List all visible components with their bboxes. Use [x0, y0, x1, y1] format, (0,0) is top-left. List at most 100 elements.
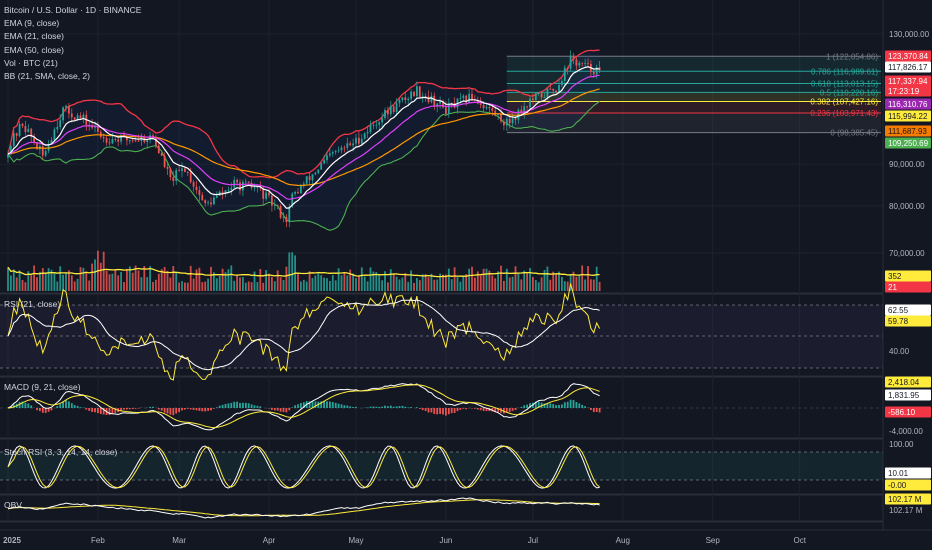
candle-body	[247, 181, 250, 183]
macd-histogram-bar	[572, 399, 575, 408]
candle-body	[282, 216, 285, 218]
macd-histogram-bar	[152, 406, 154, 408]
volume-bar	[355, 278, 357, 291]
candle-body	[244, 181, 247, 183]
legend-bollinger[interactable]: BB (21, SMA, close, 2)	[4, 71, 90, 82]
legend-volume[interactable]: Vol · BTC (21)	[4, 57, 58, 68]
volume-bar	[62, 274, 64, 291]
volume-bar	[505, 268, 508, 291]
price-badge-bg	[885, 98, 931, 110]
rsi-pane	[0, 283, 883, 381]
indicator-badge-bg	[885, 493, 931, 505]
ema50-line	[7, 88, 600, 187]
indicator-badge: 1,831.95	[885, 389, 931, 401]
macd-histogram-bar	[172, 408, 175, 416]
legend-ema9[interactable]: EMA (9, close)	[4, 18, 60, 29]
volume-bar	[172, 266, 175, 291]
volume-bar	[474, 277, 476, 291]
volume-bar	[433, 279, 436, 291]
volume-bar	[500, 265, 502, 291]
candle-body	[366, 131, 369, 134]
volume-bar	[482, 268, 485, 291]
time-axis[interactable]: 2025 Feb Mar Apr May Jun Jul Aug Sep Oct	[0, 529, 932, 550]
macd-histogram-bar	[590, 408, 592, 411]
macd-histogram-bar	[36, 408, 38, 411]
volume-bar	[459, 281, 462, 291]
indicator-badge: 102.17 M	[885, 493, 931, 505]
volume-bar	[410, 270, 412, 291]
legend-ema50[interactable]: EMA (50, close)	[4, 44, 64, 55]
indicator-badge-bg	[885, 479, 931, 491]
stoch-pane-title[interactable]: Stoch RSI (3, 3, 14, 14, close)	[4, 447, 118, 457]
indicator-badge-text: 2,418.04	[888, 378, 920, 387]
volume-badge-bg	[885, 270, 931, 282]
candle-body	[62, 107, 64, 121]
candle-body	[195, 186, 198, 191]
macd-histogram-bar	[476, 408, 479, 410]
candle-body	[488, 107, 491, 109]
candle-body	[369, 125, 372, 132]
macd-histogram-bar	[70, 403, 73, 408]
candle-body	[314, 172, 317, 175]
macd-histogram-bar	[39, 408, 41, 412]
candle-body	[349, 143, 352, 146]
volume-bar	[404, 273, 407, 291]
candle-body	[276, 205, 279, 207]
macd-histogram-bar	[160, 408, 163, 411]
volume-bar	[450, 279, 453, 291]
volume-bar	[253, 271, 256, 291]
volume-bar	[447, 268, 450, 291]
indicator-badge-text: 1,831.95	[888, 391, 920, 400]
candle-body	[204, 200, 207, 204]
volume-bar	[384, 271, 386, 291]
bb-fill	[8, 50, 600, 231]
indicator-badge: 59.78	[885, 315, 931, 327]
volume-bar	[526, 272, 528, 291]
obv-pane-title[interactable]: OBV	[4, 500, 22, 510]
macd-histogram-bar	[343, 405, 346, 408]
indicator-badge-text: 10.01	[888, 469, 909, 478]
candle-body	[485, 107, 488, 109]
indicator-badge-bg	[885, 376, 931, 388]
candle-body	[224, 190, 227, 194]
volume-bar	[494, 278, 497, 291]
volume-bar	[70, 275, 73, 291]
volume-bar	[311, 278, 314, 291]
volume-bar	[18, 270, 21, 291]
macd-histogram-bar	[537, 401, 540, 408]
price-scale[interactable]: 130,000.00 90,000.00 80,000.00 70,000.00 40.…	[882, 0, 932, 550]
volume-bar	[340, 275, 343, 291]
volume-bar	[291, 252, 294, 291]
macd-histogram-bar	[18, 401, 21, 408]
volume-series	[7, 250, 601, 291]
candle-body	[552, 88, 555, 91]
candle-body	[36, 142, 38, 150]
macd-histogram-bar	[186, 408, 189, 409]
volume-bar	[503, 280, 505, 291]
macd-histogram-bar	[410, 407, 412, 408]
candle-body	[201, 195, 204, 201]
candle-body	[175, 170, 178, 181]
macd-histogram-bar	[242, 402, 244, 408]
macd-histogram-bar	[91, 408, 93, 412]
symbol-title[interactable]: Bitcoin / U.S. Dollar · 1D · BINANCE	[4, 5, 142, 15]
fib-level-label: 0.5 (110,220.16)	[820, 88, 878, 97]
price-badge-bg	[885, 75, 931, 87]
candle-body	[558, 85, 560, 93]
macd-histogram-bar	[273, 408, 276, 411]
macd-histogram-bar	[436, 408, 439, 415]
fibonacci-retracement[interactable]: 1 (122,054.86) 0.786 (116,989.61) 0.618 (1…	[506, 52, 881, 138]
candle-body	[12, 133, 15, 146]
macd-histogram-bar	[445, 408, 447, 416]
macd-histogram-bar	[381, 406, 383, 408]
volume-bar	[244, 282, 247, 291]
stoch-k-line	[7, 445, 600, 489]
legend-ema21[interactable]: EMA (21, close)	[4, 31, 64, 42]
candle-body	[15, 133, 18, 136]
volume-bar	[456, 277, 459, 291]
macd-histogram-bar	[131, 408, 134, 409]
macd-pane-title[interactable]: MACD (9, 21, close)	[4, 382, 81, 392]
rsi-pane-title[interactable]: RSI (21, close)	[4, 299, 61, 309]
indicator-badge-text: 62.55	[888, 306, 909, 315]
